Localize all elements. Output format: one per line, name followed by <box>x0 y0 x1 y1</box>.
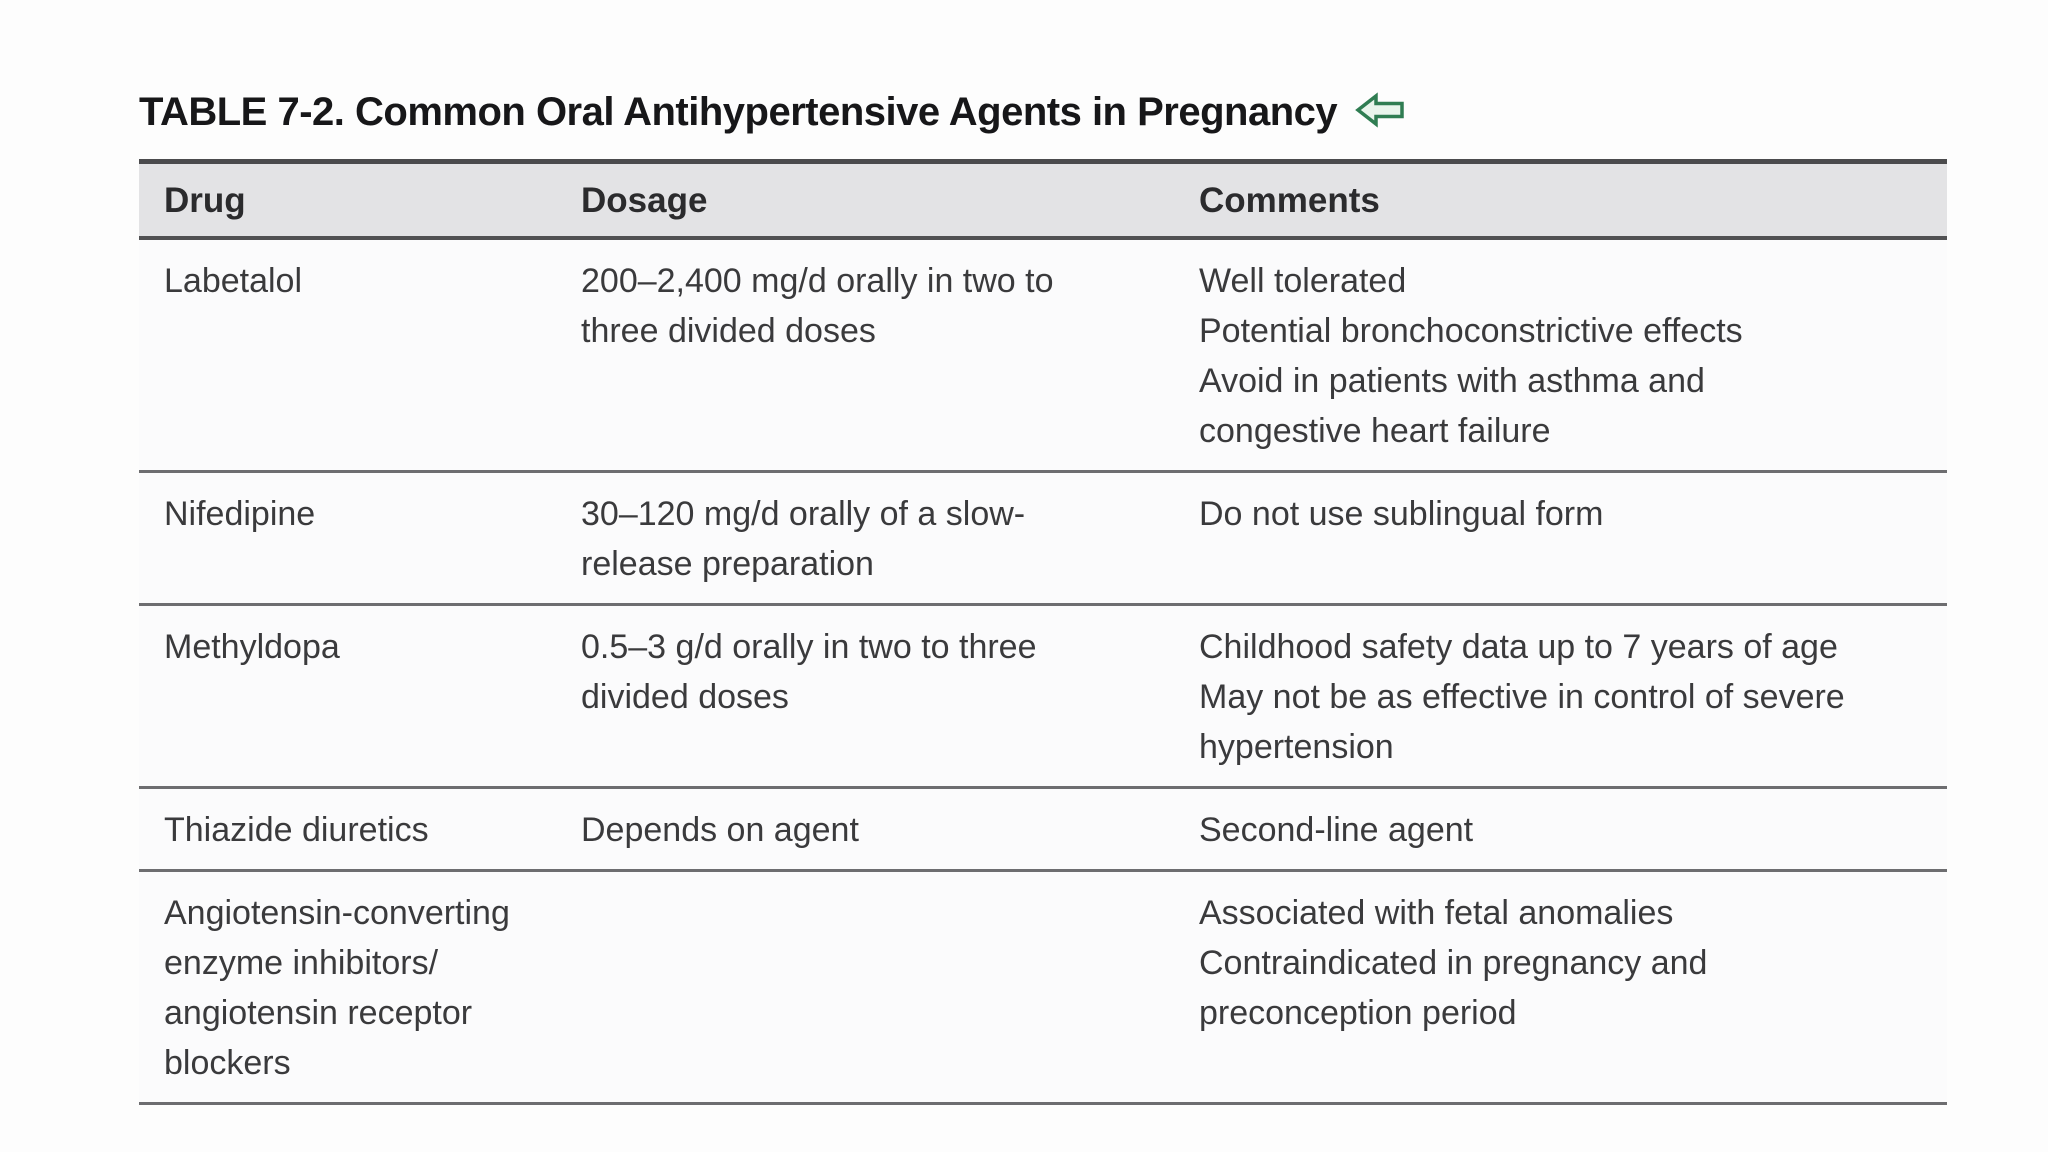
table-body: Labetalol 200–2,400 mg/d orally in two t… <box>139 238 1947 1104</box>
dosage-cell <box>581 869 1199 1104</box>
comments-cell: Do not use sublingual form <box>1199 470 1947 605</box>
column-header-comments: Comments <box>1199 161 1947 240</box>
table-caption-row: TABLE 7-2. Common Oral Antihypertensive … <box>139 90 1947 135</box>
header-row: Drug Dosage Comments <box>139 161 1947 240</box>
table-row: Labetalol 200–2,400 mg/d orally in two t… <box>139 238 1947 472</box>
comments-cell: Well tolerated Potential bronchoconstric… <box>1199 262 1743 450</box>
drug-cell: Nifedipine <box>139 470 581 605</box>
dosage-cell: Depends on agent <box>581 786 1199 871</box>
comments-cell: Second-line agent <box>1199 786 1947 871</box>
table-row: Angiotensin-converting enzyme inhibitors… <box>139 869 1947 1104</box>
comments-cell: Associated with fetal anomalies Contrain… <box>1199 869 1947 1104</box>
drug-cell: Thiazide diuretics <box>139 786 581 871</box>
comments-cell: Childhood safety data up to 7 years of a… <box>1199 603 1947 788</box>
drug-cell: Angiotensin-converting enzyme inhibitors… <box>139 869 581 1104</box>
table-row: Methyldopa 0.5–3 g/d orally in two to th… <box>139 603 1947 788</box>
dosage-cell: 200–2,400 mg/d orally in two to three di… <box>581 262 1054 350</box>
dosage-cell: 30–120 mg/d orally of a slow- release pr… <box>581 470 1199 605</box>
column-header-drug: Drug <box>139 161 581 240</box>
dosage-cell: 0.5–3 g/d orally in two to three divided… <box>581 603 1199 788</box>
table-row: Nifedipine 30–120 mg/d orally of a slow-… <box>139 470 1947 605</box>
column-header-dosage: Dosage <box>581 161 1199 240</box>
table-header: Drug Dosage Comments <box>139 161 1947 240</box>
table-row: Thiazide diuretics Depends on agent Seco… <box>139 786 1947 871</box>
drug-cell: Methyldopa <box>139 603 581 788</box>
back-arrow-icon[interactable] <box>1355 92 1405 133</box>
document-page: TABLE 7-2. Common Oral Antihypertensive … <box>139 90 1947 1105</box>
table-title: TABLE 7-2. Common Oral Antihypertensive … <box>139 90 1338 134</box>
drug-cell: Labetalol <box>164 262 303 300</box>
antihypertensive-agents-table: Drug Dosage Comments Labetalol 200–2,400… <box>139 159 1947 1105</box>
